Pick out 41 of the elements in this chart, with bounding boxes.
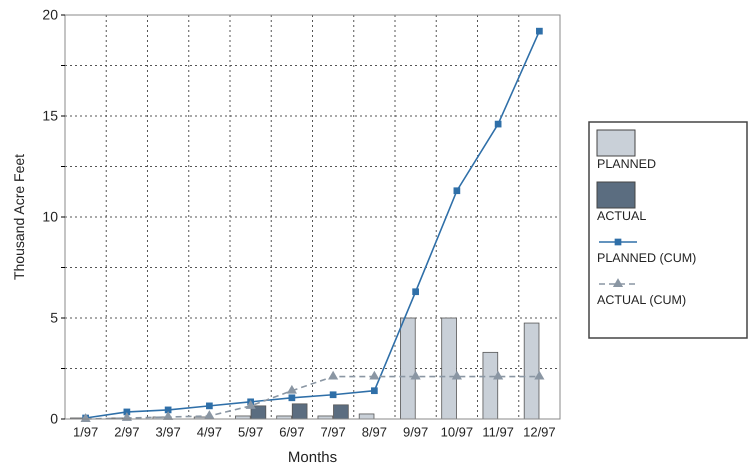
x-axis-title: Months [288, 449, 338, 466]
point [330, 391, 336, 398]
x-tick-label: 6/97 [279, 424, 305, 440]
legend-label: PLANNED [597, 157, 656, 171]
point [328, 370, 338, 380]
point [369, 370, 380, 380]
x-tick-label: 2/97 [114, 424, 140, 440]
point [204, 410, 214, 419]
point [206, 402, 213, 410]
x-tick-label: 8/97 [362, 424, 388, 440]
y-tick-label: 15 [42, 107, 58, 124]
x-tick-label: 9/97 [402, 424, 428, 440]
y-tick-label: 5 [50, 309, 58, 326]
point [493, 370, 504, 380]
legend-label: PLANNED (CUM) [597, 251, 696, 265]
x-tick-label: 5/97 [238, 424, 264, 440]
x-tick-label: 10/97 [440, 424, 474, 440]
x-tick-label: 3/97 [155, 424, 181, 440]
x-tick-label: 7/97 [320, 424, 346, 440]
legend-label: ACTUAL (CUM) [597, 293, 686, 307]
y-axis-title: Thousand Acre Feet [11, 154, 27, 280]
point [246, 400, 256, 409]
x-tick-label: 12/97 [523, 424, 556, 440]
point [536, 28, 543, 35]
y-tick-label: 10 [42, 208, 58, 224]
point [452, 370, 462, 380]
x-tick-label: 11/97 [482, 424, 514, 440]
y-tick-label: 20 [42, 6, 58, 22]
point [371, 387, 378, 394]
point [412, 288, 419, 296]
point [286, 384, 297, 394]
point [410, 370, 421, 380]
x-tick-label: 1/97 [72, 424, 98, 440]
point [534, 370, 544, 380]
legend-label: ACTUAL [597, 209, 646, 223]
point [494, 120, 502, 128]
x-tick-label: 4/97 [196, 424, 222, 440]
point [164, 406, 172, 414]
point [288, 394, 296, 402]
y-tick-label: 0 [50, 410, 58, 426]
point [454, 187, 460, 194]
